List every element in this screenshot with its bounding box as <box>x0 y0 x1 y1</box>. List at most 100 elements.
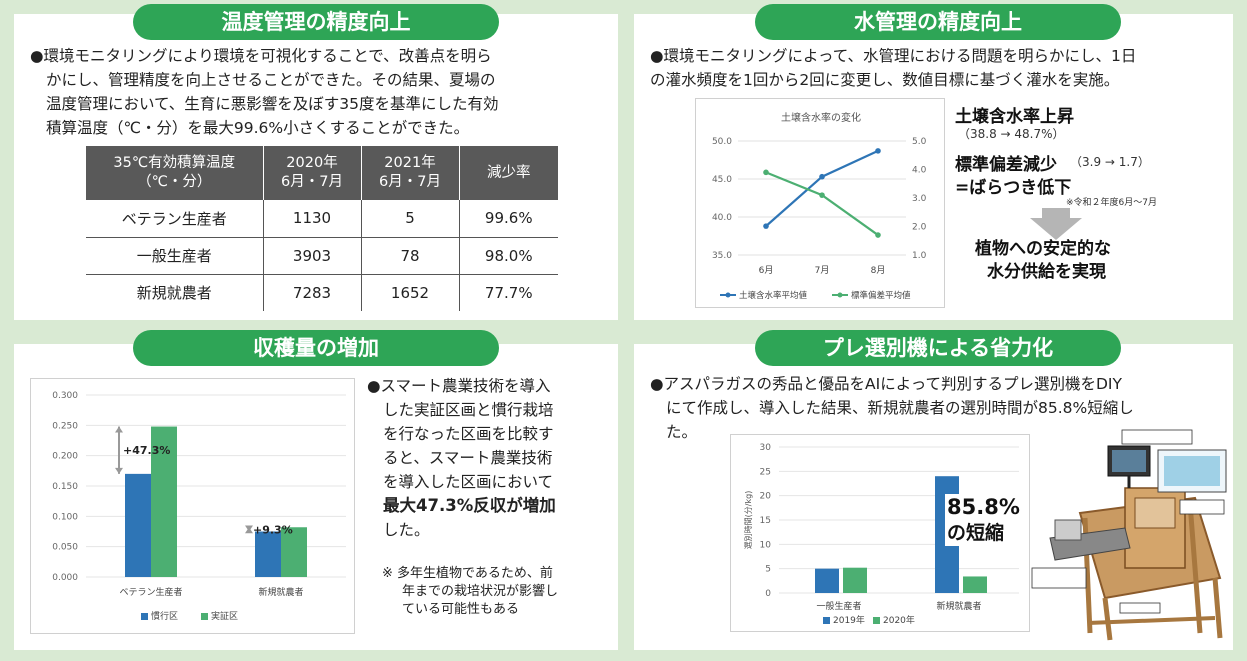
sorter-text: ●アスパラガスの秀品と優品をAIによって判別するプレ選別機をDIY にて作成し、… <box>650 372 1230 444</box>
x-tick-label: 新規就農者 <box>258 586 303 598</box>
legend-swatch <box>823 617 830 624</box>
text-line: た。 <box>666 423 698 441</box>
y-tick-label: 10 <box>760 540 772 550</box>
y-tick-label-left: 50.0 <box>712 137 732 147</box>
note-line: ※ 多年生植物であるため、前 <box>382 566 553 581</box>
y-tick-label: 25 <box>760 467 771 477</box>
increase-arrow-tail <box>245 525 253 532</box>
result-line-1: 植物への安定的な <box>975 239 1111 259</box>
y-tick-label-left: 35.0 <box>712 251 732 261</box>
y-tick-label-left: 45.0 <box>712 175 732 185</box>
table-header: 2021年 6月・7月 <box>361 146 460 200</box>
text-line: の灌水頻度を1回から2回に変更し、数値目標に基づく灌水を実施。 <box>650 71 1120 89</box>
period-note: ※令和２年度6月〜7月 <box>1066 198 1157 208</box>
note-line: ている可能性もある <box>402 602 520 617</box>
table-cell: ベテラン生産者 <box>86 200 264 238</box>
data-point <box>763 223 769 229</box>
legend-label: 実証区 <box>211 610 238 622</box>
harvest-note: ※ 多年生植物であるため、前 年までの栽培状況が影響し ている可能性もある <box>382 565 607 619</box>
y-tick-label: 0.200 <box>52 452 78 462</box>
y-tick-label: 0.050 <box>52 543 78 553</box>
result-line-2: 水分供給を実現 <box>987 262 1106 282</box>
highlight-line: 最大47.3%反収が増加 <box>383 496 556 515</box>
y-tick-label: 30 <box>760 443 772 453</box>
x-tick-label: 新規就農者 <box>936 600 981 612</box>
note-line: 年までの栽培状況が影響し <box>402 584 559 599</box>
data-point <box>875 232 881 238</box>
y-tick-label: 0.250 <box>52 421 78 431</box>
table-cell: 7283 <box>263 274 362 311</box>
bar <box>281 527 307 577</box>
text-line: 温度管理において、生育に悪影響を及ぼす35度を基準にした有効 <box>46 95 499 113</box>
legend-label: 土壌含水率平均値 <box>739 290 808 301</box>
table-header-row: 35℃有効積算温度 （℃・分） 2020年 6月・7月 2021年 6月・7月 … <box>86 146 558 200</box>
x-tick-label: ベテラン生産者 <box>119 586 182 598</box>
annotation-label: +47.3% <box>123 444 170 457</box>
table-cell: 新規就農者 <box>86 274 264 311</box>
legend-swatch <box>201 613 208 620</box>
bar <box>963 576 987 593</box>
y-tick-label-right: 2.0 <box>912 223 927 233</box>
y-tick-label: 5 <box>765 565 771 575</box>
table-cell: 98.0% <box>459 237 558 275</box>
x-tick-label: 一般生産者 <box>816 600 861 612</box>
data-point <box>763 169 769 176</box>
temperature-text: ●環境モニタリングにより環境を可視化することで、改善点を明ら かにし、管理精度を… <box>30 44 620 140</box>
table-cell: 78 <box>361 237 460 275</box>
stddev-sub: （3.9 → 1.7） <box>1070 155 1150 169</box>
moisture-title: 土壌含水率上昇 <box>955 107 1074 127</box>
table-header: 2020年 6月・7月 <box>263 146 362 200</box>
table-cell: 3903 <box>263 237 362 275</box>
temperature-table: 35℃有効積算温度 （℃・分） 2020年 6月・7月 2021年 6月・7月 … <box>86 146 558 311</box>
table-header: 減少率 <box>459 146 558 200</box>
table-cell: 5 <box>361 200 460 238</box>
bar <box>843 567 867 593</box>
table-header: 35℃有効積算温度 （℃・分） <box>86 146 264 200</box>
y-tick-label-right: 4.0 <box>912 166 927 176</box>
y-tick-label: 0.150 <box>52 482 78 492</box>
text-line: した。 <box>383 521 430 539</box>
harvest-text: ●スマート農業技術を導入 した実証区画と慣行栽培 を行なった区画を比較す ると、… <box>367 374 612 542</box>
y-tick-label: 0.300 <box>52 391 78 401</box>
data-point <box>819 173 825 180</box>
table-row: ベテラン生産者 1130 5 99.6% <box>86 200 558 238</box>
legend-label: 標準偏差平均値 <box>851 290 911 301</box>
data-point <box>875 148 881 154</box>
water-text: ●環境モニタリングによって、水管理における問題を明らかにし、1日 の灌水頻度を1… <box>650 44 1230 92</box>
text-line: ●環境モニタリングによって、水管理における問題を明らかにし、1日 <box>650 47 1137 65</box>
y-tick-label-right: 1.0 <box>912 251 927 261</box>
water-panel-title: 水管理の精度向上 <box>755 4 1121 40</box>
table-cell: 77.7% <box>484 283 533 302</box>
bar <box>125 473 151 577</box>
x-tick-label: 8月 <box>871 265 886 276</box>
variation-label: =ばらつき低下 <box>955 178 1072 198</box>
moisture-chart: 土壌含水率の変化 35.0 40.0 45.0 50.0 1.0 2.0 3.0 4.0 5.0 6… <box>695 98 945 308</box>
text-line: かにし、管理精度を向上させることができた。その結果、夏場の <box>46 71 496 89</box>
stddev-title: 標準偏差減少 <box>955 155 1057 175</box>
y-tick-label-left: 40.0 <box>712 213 732 223</box>
chart-title: 土壌含水率の変化 <box>781 111 861 124</box>
moisture-chart-svg: 土壌含水率の変化 35.0 40.0 45.0 50.0 1.0 2.0 3.0 4.0 5.0 6… <box>712 111 927 301</box>
y-tick-label: 0.100 <box>52 512 78 522</box>
y-tick-label-right: 5.0 <box>912 137 927 147</box>
y-axis-label: 選別時間(分/kg) <box>743 491 753 550</box>
table-cell: 1130 <box>263 200 362 238</box>
y-tick-label: 0.000 <box>52 573 78 583</box>
sorting-machine-illustration <box>1031 429 1227 641</box>
text-line: ると、スマート農業技術 <box>383 449 553 467</box>
table-cell: 1652 <box>361 274 460 311</box>
reduction-text: の短縮 <box>947 522 1005 544</box>
text-line: ●スマート農業技術を導入 <box>367 377 551 395</box>
data-point <box>819 192 825 198</box>
text-line: を行なった区画を比較す <box>383 425 554 443</box>
increase-arrow-head <box>115 426 123 433</box>
text-line: にて作成し、導入した結果、新規就農者の選別時間が85.8%短縮し <box>666 399 1134 417</box>
x-tick-label: 7月 <box>815 265 830 276</box>
legend-label: 2019年 <box>833 614 865 626</box>
text-line: ●環境モニタリングにより環境を可視化することで、改善点を明ら <box>30 47 492 65</box>
legend-swatch <box>141 613 148 620</box>
text-line: ●アスパラガスの秀品と優品をAIによって判別するプレ選別機をDIY <box>650 375 1122 393</box>
reduction-callout: 85.8% の短縮 <box>945 494 1022 546</box>
table-row: 新規就農者 7283 1652 77.7% <box>86 274 558 311</box>
sorter-panel-title: プレ選別機による省力化 <box>755 330 1121 366</box>
